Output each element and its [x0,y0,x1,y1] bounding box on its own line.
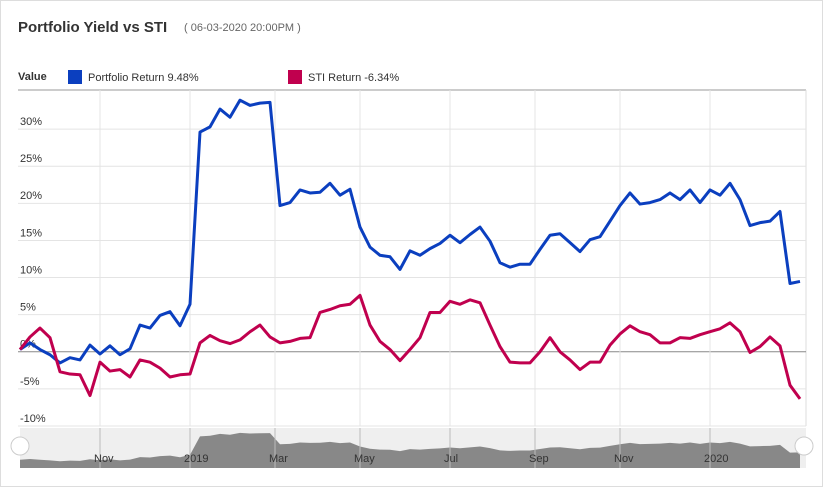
navigator-handle [10,436,30,456]
x-tick-label: Mar [269,453,288,465]
x-tick-label: Nov [94,453,114,465]
x-tick-label: Nov [614,453,634,465]
y-tick-label: 30% [20,116,42,128]
legend-swatch [288,70,302,84]
x-tick-label: 2020 [704,453,728,465]
x-tick-label: May [354,453,375,465]
legend-swatch [68,70,82,84]
y-tick-label: 15% [20,227,42,239]
x-tick-label: 2019 [184,453,208,465]
x-tick-label: Sep [529,453,549,465]
y-tick-label: 25% [20,153,42,165]
navigator-area [20,432,800,468]
y-tick-label: -5% [20,376,40,388]
legend-label: Portfolio Return 9.48% [88,72,199,84]
series-line [19,98,801,365]
chart-subtitle: ( 06-03-2020 20:00PM ) [184,22,301,34]
y-tick-label: 10% [20,264,42,276]
x-tick-label: Jul [444,453,458,465]
y-tick-label: 5% [20,302,36,314]
y-tick-label: -10% [20,413,46,425]
legend-label: STI Return -6.34% [308,72,399,84]
chart-title: Portfolio Yield vs STI [18,19,167,36]
legend-title: Value [18,71,47,83]
series-line [18,293,802,400]
navigator-handle [794,436,814,456]
y-tick-label: 20% [20,190,42,202]
